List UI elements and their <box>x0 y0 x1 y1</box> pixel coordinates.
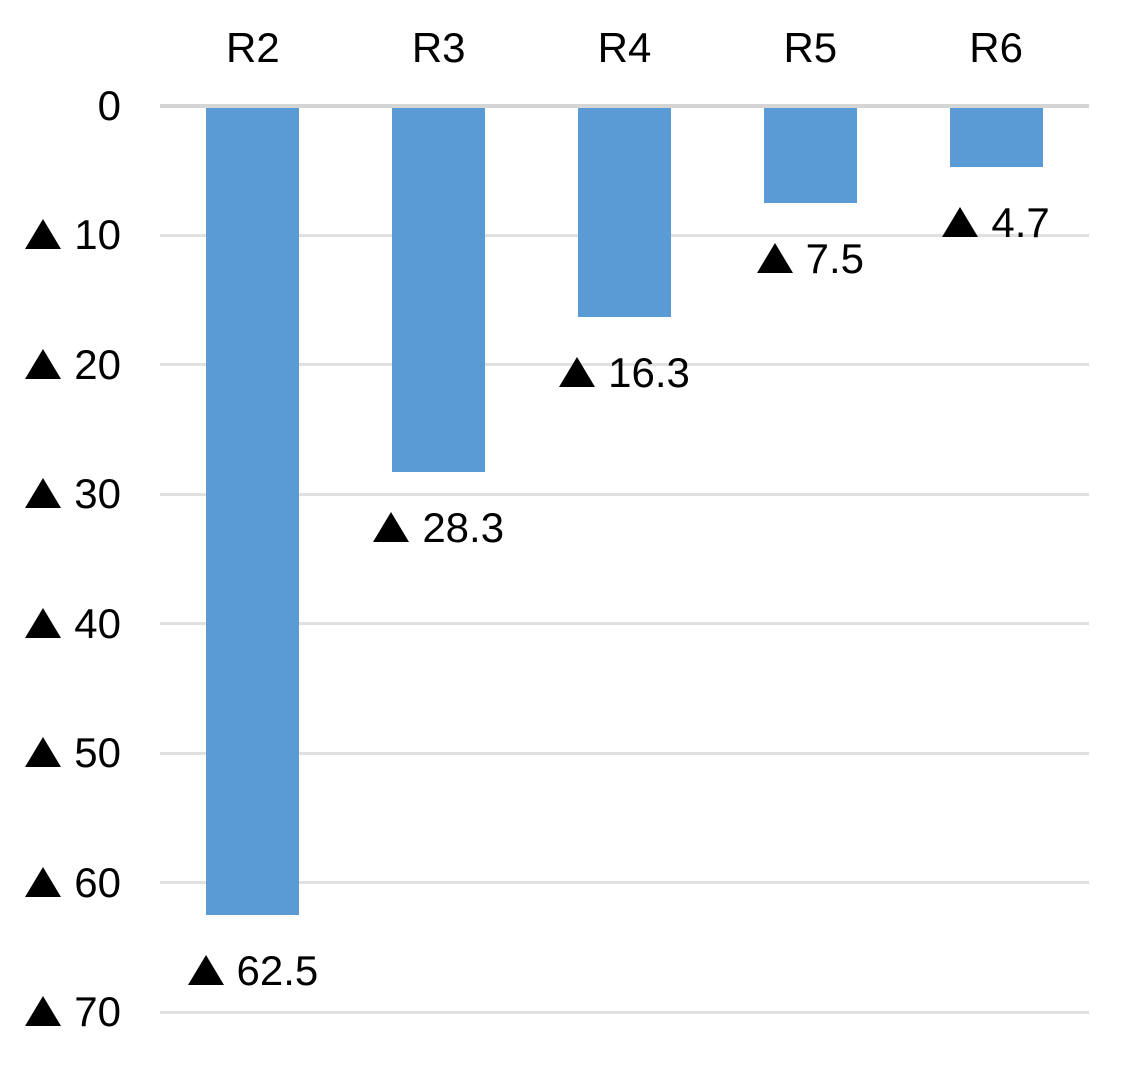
bar-R5 <box>763 108 857 204</box>
y-tick-label-50: 50 <box>0 729 121 777</box>
y-tick-label-20: 20 <box>0 341 121 389</box>
y-tick-label-0: 0 <box>0 82 121 130</box>
bar-R2 <box>206 108 300 915</box>
data-label-value: 28.3 <box>422 504 505 552</box>
y-tick-value: 60 <box>74 858 121 906</box>
y-tick-value: 40 <box>74 599 121 647</box>
negative-triangle-icon <box>373 512 410 543</box>
bar-R3 <box>392 108 486 473</box>
negative-triangle-icon <box>25 866 62 897</box>
data-label-value: 62.5 <box>236 946 319 994</box>
y-tick-value: 50 <box>74 729 121 777</box>
data-label-value: 7.5 <box>805 235 864 283</box>
negative-triangle-icon <box>756 243 793 274</box>
negative-triangle-icon <box>942 206 979 237</box>
data-label-value: 16.3 <box>608 348 690 396</box>
y-tick-label-10: 10 <box>0 211 121 259</box>
bar-R4 <box>578 108 671 317</box>
gridline-60 <box>160 881 1089 885</box>
gridline-50 <box>160 751 1089 755</box>
category-label-R3: R3 <box>411 24 466 71</box>
y-tick-value: 70 <box>74 988 121 1035</box>
y-tick-value: 0 <box>97 82 121 129</box>
negative-triangle-icon <box>25 737 62 768</box>
gridline-20 <box>160 363 1089 367</box>
negative-triangle-icon <box>25 219 62 250</box>
data-label-R5: 7.5 <box>680 235 940 283</box>
category-label-R5: R5 <box>783 24 838 71</box>
y-tick-value: 10 <box>74 211 121 259</box>
y-tick-value: 20 <box>74 340 121 388</box>
y-tick-label-30: 30 <box>0 470 121 518</box>
negative-triangle-icon <box>25 607 62 638</box>
data-label-R3: 28.3 <box>309 504 569 552</box>
negative-triangle-icon <box>25 348 62 379</box>
data-label-R2: 62.5 <box>123 946 383 994</box>
negative-triangle-icon <box>559 356 596 387</box>
y-tick-label-40: 40 <box>0 600 121 648</box>
y-tick-label-60: 60 <box>0 859 121 907</box>
bar-R6 <box>949 108 1043 167</box>
category-label-R6: R6 <box>969 24 1023 71</box>
data-label-value: 4.7 <box>991 198 1050 246</box>
zero-gridline <box>160 104 1089 108</box>
data-label-R4: 16.3 <box>495 348 755 396</box>
negative-triangle-icon <box>187 954 224 985</box>
negative-triangle-icon <box>25 996 62 1026</box>
y-tick-value: 30 <box>74 470 121 518</box>
gridline-70 <box>160 1010 1089 1014</box>
y-tick-label-70: 70 <box>0 988 121 1036</box>
gridline-30 <box>160 492 1089 496</box>
gridline-40 <box>160 622 1089 626</box>
negative-triangle-icon <box>25 478 62 509</box>
data-label-R6: 4.7 <box>866 198 1126 246</box>
category-label-R4: R4 <box>597 24 652 71</box>
category-label-R2: R2 <box>226 24 280 71</box>
